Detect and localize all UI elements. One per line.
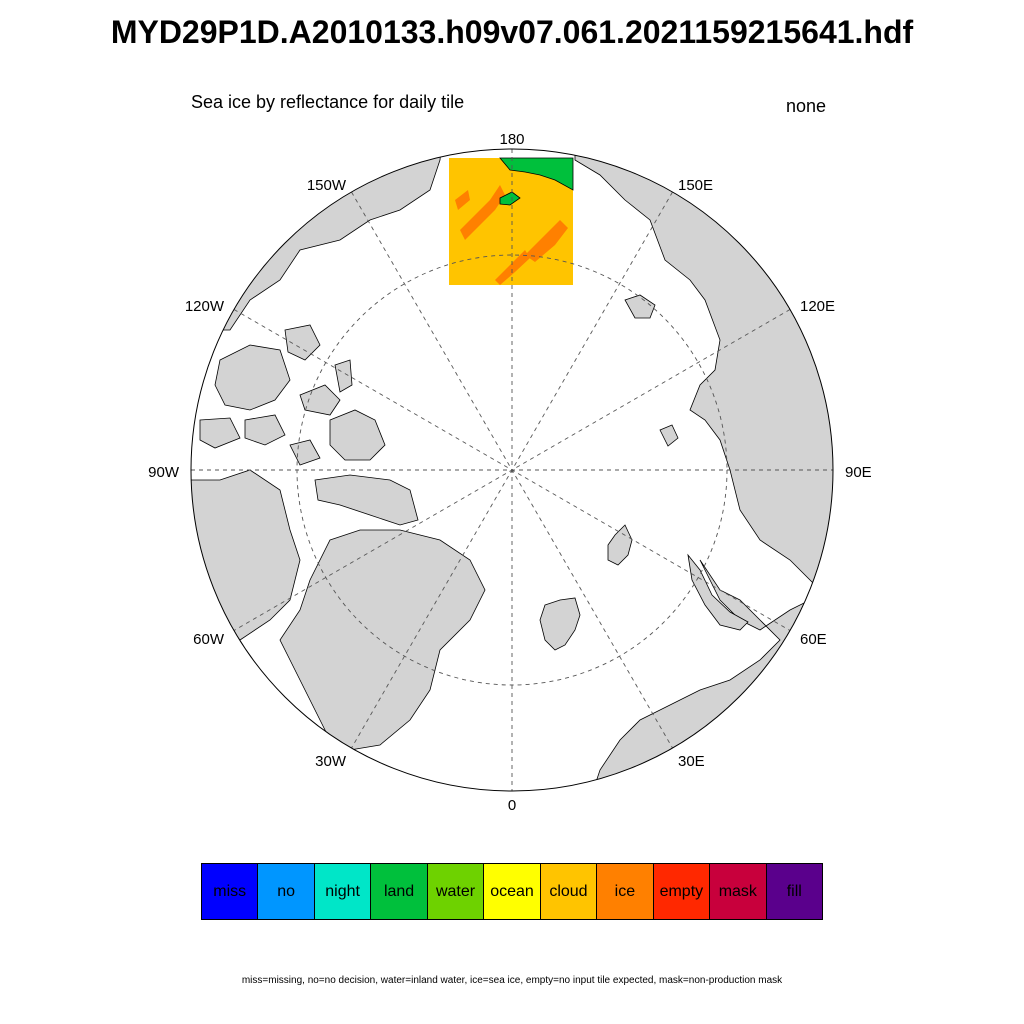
legend-label: ice [614, 882, 636, 900]
land-victoria-island [214, 344, 291, 411]
lon-label-180: 180 [499, 131, 524, 148]
lon-label-90w: 90W [148, 464, 180, 481]
legend-swatch-cloud: cloud [540, 864, 598, 919]
legend-swatch-ocean: ocean [484, 864, 541, 919]
land-franz-josef-land [607, 524, 633, 566]
land-prince-of-wales [199, 417, 241, 449]
legend-footnote: miss=missing, no=no decision, water=inla… [241, 975, 783, 986]
color-legend: miss no night land water ocean cloud ice empty ma… [201, 863, 823, 920]
legend-label: cloud [549, 882, 588, 900]
land-devon-island [299, 384, 341, 416]
map-boundary [190, 148, 834, 792]
legend-swatch-night: night [314, 864, 372, 919]
legend-swatch-mask: mask [710, 864, 767, 919]
land-severnaya-zemlya [659, 424, 679, 447]
lon-label-90e: 90E [845, 464, 872, 481]
lon-label-0: 0 [508, 797, 516, 814]
lon-label-60e: 60E [800, 631, 827, 648]
legend-swatch-water: water [427, 864, 485, 919]
land-ellesmere-island [329, 409, 386, 461]
legend-swatch-fill: fill [766, 864, 822, 919]
legend-label: fill [786, 882, 802, 900]
legend-label: ocean [490, 882, 534, 900]
lon-label-30e: 30E [678, 753, 705, 770]
lon-label-120e: 120E [800, 298, 835, 315]
graticule [191, 149, 833, 791]
legend-label: water [435, 882, 476, 900]
lon-label-150w: 150W [307, 177, 347, 194]
land-baffin-island [314, 474, 419, 526]
data-tile [449, 157, 574, 285]
legend-swatch-land: land [371, 864, 428, 919]
page-title: MYD29P1D.A2010133.h09v07.061.20211592156… [110, 14, 914, 50]
land-somerset-island [244, 414, 286, 446]
land-southampton-island [289, 439, 321, 466]
legend-swatch-no: no [258, 864, 315, 919]
legend-label: miss [213, 882, 247, 900]
tile-ice-streaks [455, 185, 568, 285]
legend-label: mask [718, 882, 757, 900]
lon-label-60w: 60W [193, 631, 225, 648]
legend-swatch-empty: empty [653, 864, 711, 919]
legend-label: land [383, 882, 415, 900]
legend-label: no [277, 882, 296, 900]
map-subtitle: Sea ice by reflectance for daily tile [191, 92, 465, 112]
legend-label: empty [659, 882, 704, 900]
lon-label-150e: 150E [678, 177, 713, 194]
land-svalbard [539, 597, 581, 651]
lon-label-120w: 120W [185, 298, 225, 315]
land-banks-island [284, 324, 321, 361]
land-greenland [279, 529, 486, 751]
legend-swatch-miss: miss [202, 864, 259, 919]
units-label: none [786, 96, 827, 116]
legend-label: night [325, 882, 360, 900]
lon-label-30w: 30W [315, 753, 347, 770]
land-axel-heiberg [334, 359, 353, 393]
tile-land-area [499, 157, 574, 206]
legend-swatch-ice: ice [597, 864, 654, 919]
